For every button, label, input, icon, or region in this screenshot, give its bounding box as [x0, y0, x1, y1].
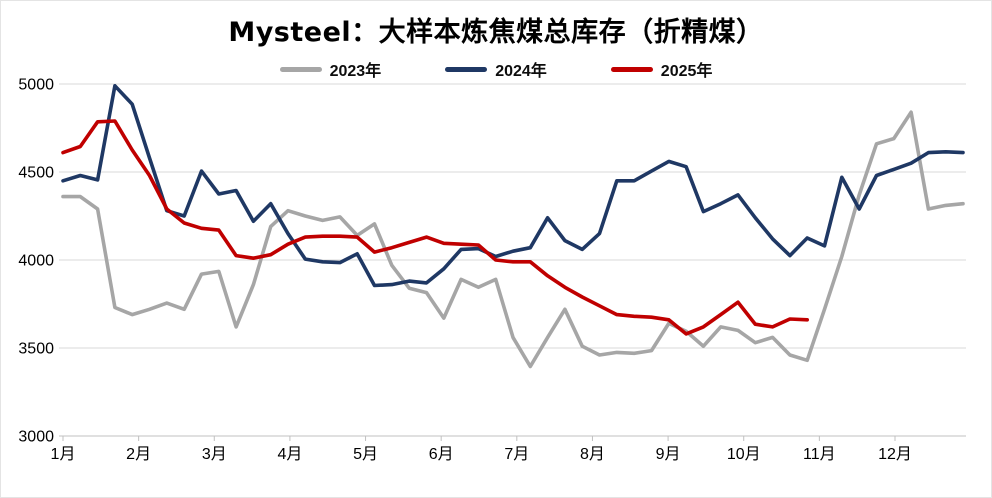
- x-tick-label-4月: 4月: [277, 446, 302, 463]
- legend-item-2025: 2025年: [610, 57, 713, 81]
- x-tick-label-3月: 3月: [202, 446, 227, 463]
- x-tick-label-2月: 2月: [126, 446, 151, 463]
- legend-label-2025: 2025年: [660, 63, 713, 80]
- legend-swatch-2023: [279, 66, 322, 72]
- x-tick-label-7月: 7月: [504, 446, 529, 463]
- x-tick-label-9月: 9月: [656, 446, 681, 463]
- x-tick-label-10月: 10月: [727, 446, 761, 463]
- series-line-2024年: [61, 84, 965, 288]
- x-tick-label-12月: 12月: [878, 446, 912, 463]
- legend-item-2023: 2023年: [279, 57, 382, 81]
- y-tick-label-4000: 4000: [18, 253, 54, 270]
- legend-item-2024: 2024年: [445, 57, 547, 81]
- legend-swatch-2024: [445, 66, 488, 72]
- y-tick-label-3500: 3500: [18, 341, 54, 358]
- y-tick-label-4500: 4500: [18, 165, 54, 182]
- chart-legend: 2023年 2024年 2025年: [1, 57, 991, 81]
- legend-label-2024: 2024年: [495, 63, 547, 80]
- x-tick-label-11月: 11月: [803, 446, 836, 463]
- series-line-2023年: [61, 110, 965, 369]
- x-tick-label-1月: 1月: [51, 446, 76, 463]
- x-tick-label-5月: 5月: [353, 446, 378, 463]
- legend-label-2023: 2023年: [329, 63, 382, 80]
- chart-title: Mysteel：大样本炼焦煤总库存（折精煤）: [228, 17, 764, 48]
- series-line-2025年: [61, 119, 810, 336]
- y-tick-label-5000: 5000: [18, 77, 54, 94]
- legend-swatch-2025: [610, 66, 653, 72]
- y-tick-label-3000: 3000: [18, 429, 54, 446]
- x-tick-label-6月: 6月: [429, 446, 454, 463]
- x-tick-label-8月: 8月: [580, 446, 605, 463]
